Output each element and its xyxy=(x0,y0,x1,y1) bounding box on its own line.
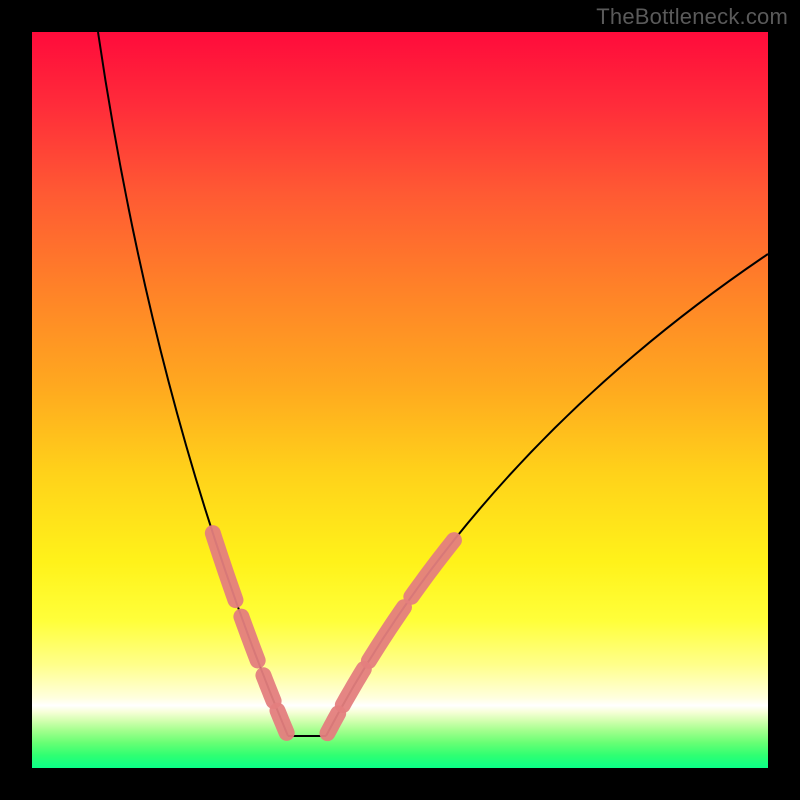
marker-left-3 xyxy=(277,711,286,733)
marker-left-1 xyxy=(241,617,257,661)
curve-left xyxy=(98,32,288,736)
curve-layer xyxy=(32,32,768,768)
marker-left-2 xyxy=(263,675,273,701)
marker-right-0 xyxy=(327,713,338,733)
marker-right-3 xyxy=(411,540,454,597)
marker-right-1 xyxy=(343,669,364,705)
markers-group xyxy=(213,533,454,733)
marker-right-2 xyxy=(369,607,404,661)
plot-frame xyxy=(32,32,768,768)
chart-root: TheBottleneck.com xyxy=(0,0,800,800)
watermark-text: TheBottleneck.com xyxy=(596,4,788,30)
curve-right xyxy=(326,254,768,736)
marker-left-0 xyxy=(213,533,236,600)
